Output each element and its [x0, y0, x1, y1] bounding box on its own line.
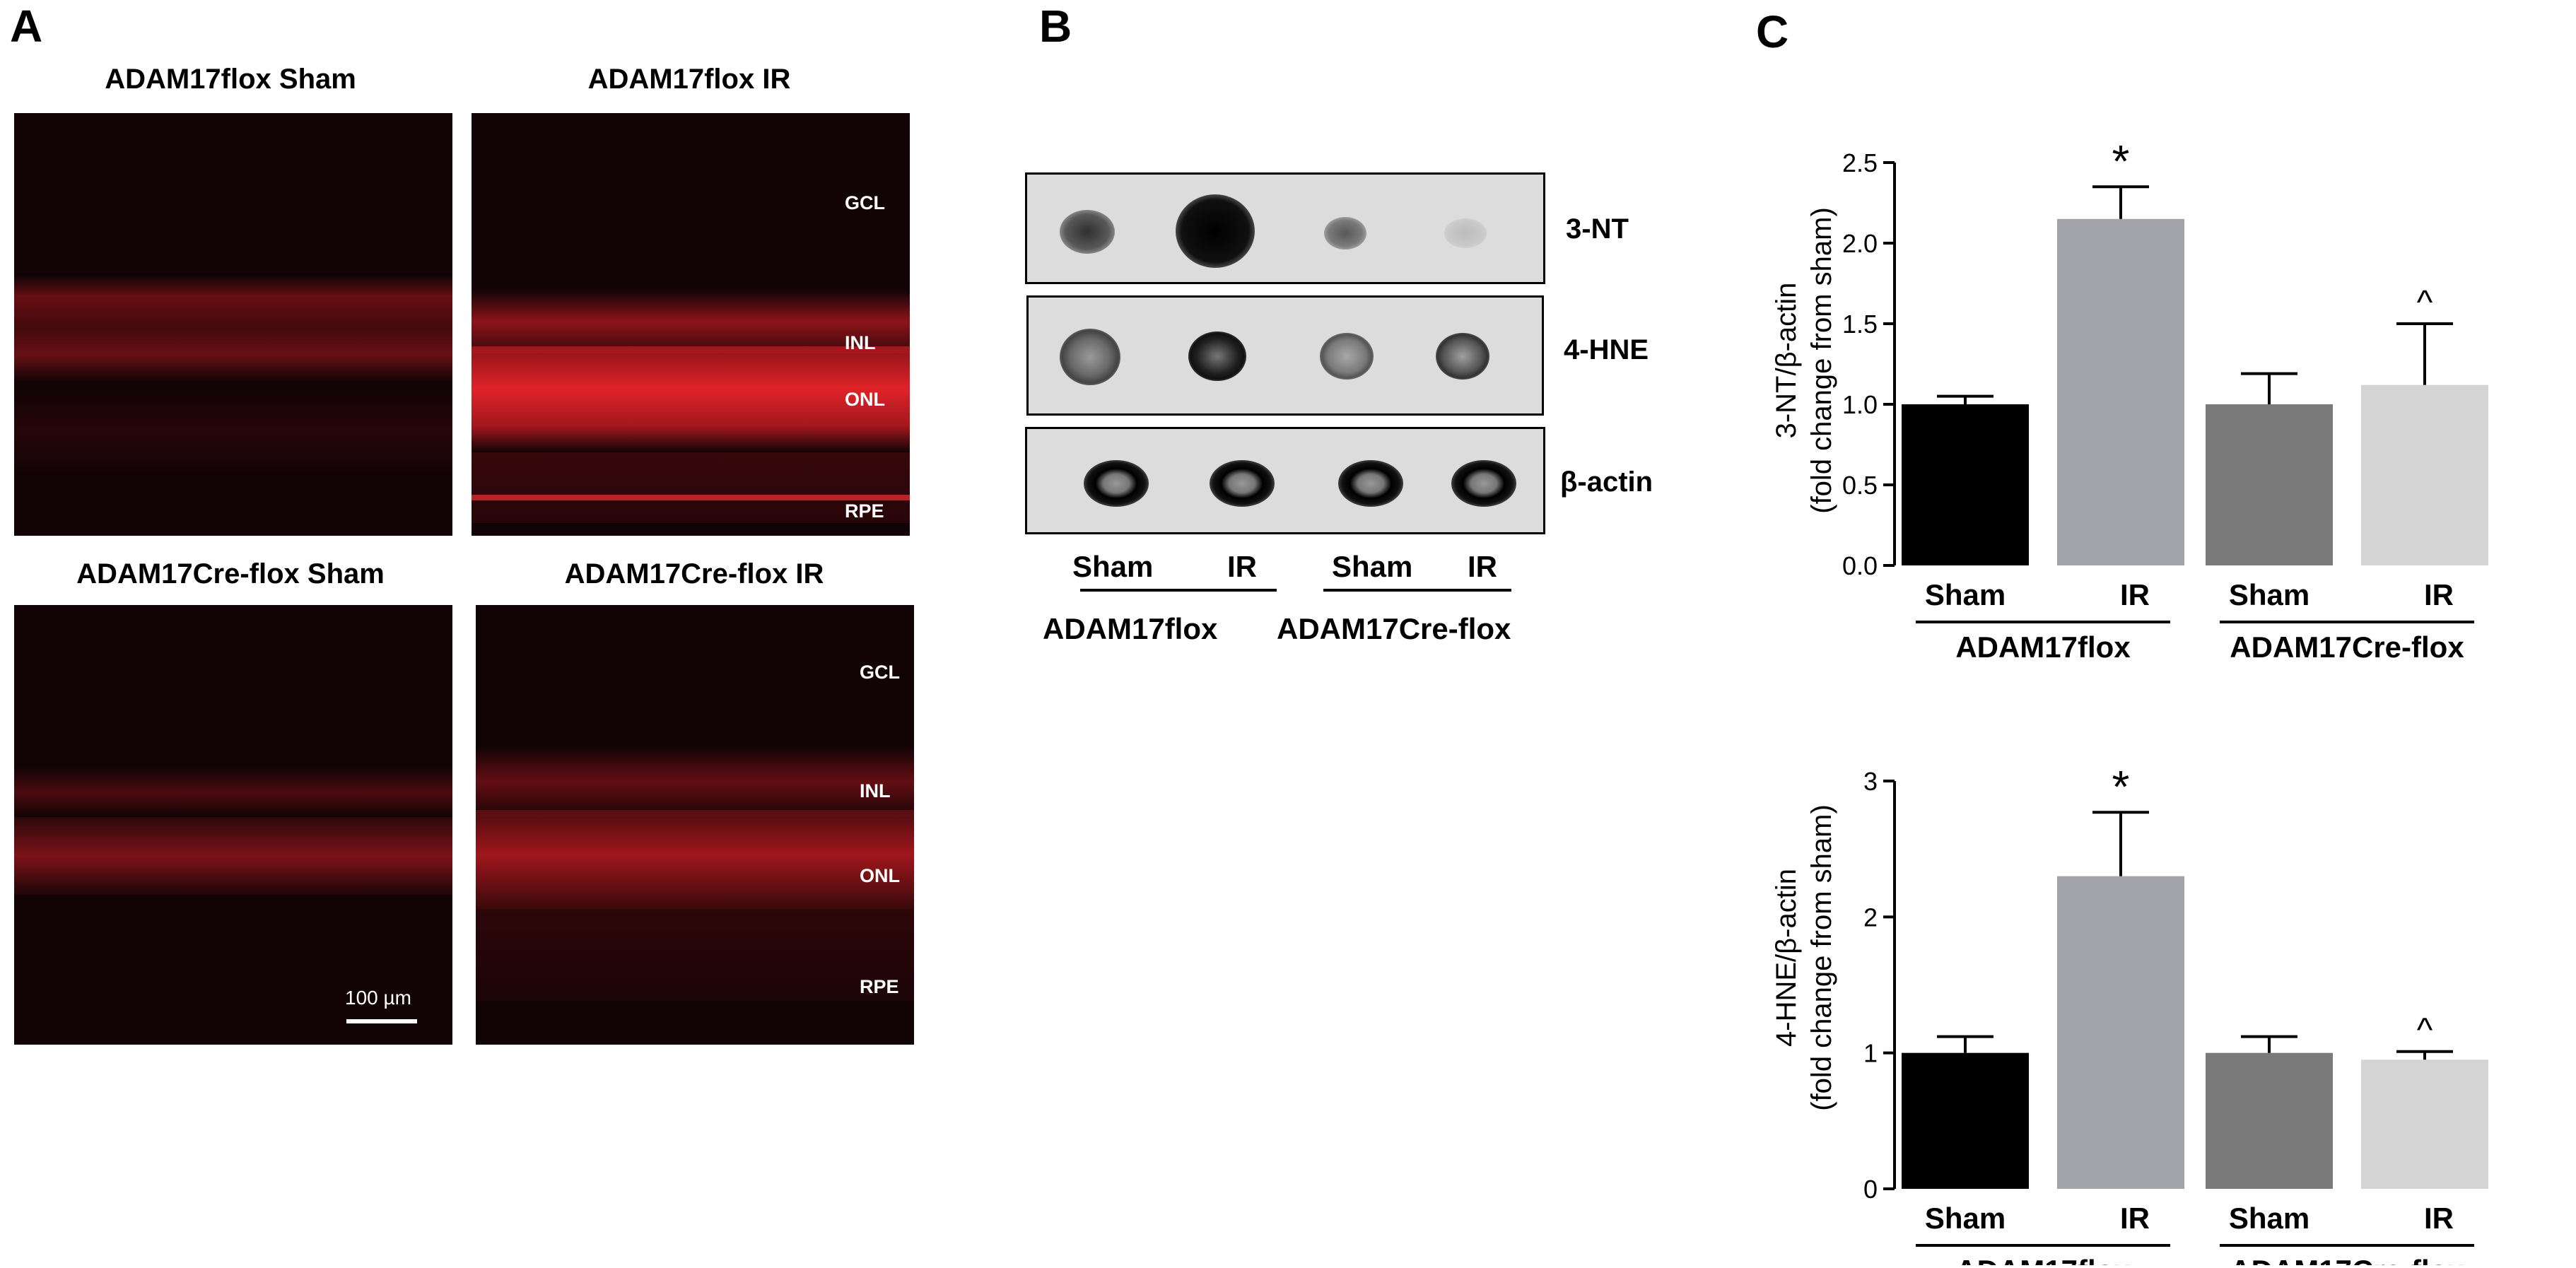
layer-label-onl: ONL: [845, 389, 885, 410]
panel-b-label: B: [1039, 1, 1072, 52]
blot-row-label-3nt: 3-NT: [1566, 213, 1629, 245]
y-tick-label: 2: [1863, 903, 1878, 932]
blot-4hne: [1026, 295, 1544, 416]
blot-group-line-creflox: [1323, 589, 1511, 592]
x-tick-label: Sham: [2229, 1202, 2309, 1235]
blot-group-creflox: ADAM17Cre-flox: [1277, 612, 1511, 645]
group-label: ADAM17flox: [1955, 630, 2131, 664]
bar: [2057, 218, 2184, 565]
chart-4hne-ylabel2: (fold change from sham): [1806, 804, 1837, 1111]
chart-4hne: 4-HNE/β-actin (fold change from sham) 0 1…: [1771, 761, 2488, 1265]
layer-label-gcl: GCL: [845, 192, 885, 213]
x-tick-label: Sham: [1925, 578, 2006, 611]
bar: [1902, 404, 2029, 565]
blot-row-label-beta-actin: β-actin: [1560, 466, 1653, 498]
group-label: ADAM17flox: [1955, 1254, 2131, 1265]
group-label: ADAM17Cre-flox: [2230, 1254, 2464, 1265]
layer-label-rpe: RPE: [860, 976, 899, 997]
blot-3nt: [1025, 172, 1545, 284]
x-tick-label: IR: [2424, 1202, 2454, 1235]
micrograph-creflox-sham: 100 µm: [14, 605, 452, 1045]
panel-a-label: A: [10, 1, 43, 52]
bar: [1902, 1052, 2029, 1189]
y-tick-label: 2.5: [1842, 148, 1878, 177]
bar: [2206, 1052, 2333, 1189]
micrograph-title-flox-ir: ADAM17flox IR: [587, 64, 791, 95]
chart-3nt-ylabel: 3-NT/β-actin: [1771, 283, 1802, 439]
micrograph-title-flox-sham: ADAM17flox Sham: [105, 64, 356, 95]
chart-3nt-ylabel2: (fold change from sham): [1806, 207, 1837, 514]
significance-marker: ^: [2417, 284, 2433, 322]
scale-bar: [346, 1019, 417, 1023]
blot-group-line-flox: [1080, 589, 1277, 592]
layer-label-inl: INL: [860, 780, 891, 802]
panel-c-label: C: [1756, 6, 1789, 57]
blot-lane-ir-2: IR: [1468, 550, 1497, 583]
chart-4hne-ylabel: 4-HNE/β-actin: [1771, 869, 1802, 1047]
layer-label-inl: INL: [845, 332, 876, 353]
blot-lane-sham-1: Sham: [1072, 550, 1154, 583]
significance-marker: *: [2112, 761, 2130, 812]
bar: [2361, 384, 2488, 565]
x-tick-label: Sham: [1925, 1202, 2006, 1235]
y-tick-label: 3: [1863, 767, 1878, 796]
group-label: ADAM17Cre-flox: [2230, 630, 2464, 664]
chart-3nt: 3-NT/β-actin (fold change from sham) 0.0…: [1771, 136, 2488, 664]
y-tick-label: 0.0: [1842, 551, 1878, 580]
blot-beta-actin: [1025, 427, 1545, 534]
bar: [2057, 876, 2184, 1189]
bar: [2206, 404, 2333, 565]
blot-lane-sham-2: Sham: [1332, 550, 1413, 583]
micrograph-flox-sham: [14, 113, 452, 536]
x-tick-label: IR: [2424, 578, 2454, 611]
x-tick-label: Sham: [2229, 578, 2309, 611]
micrograph-creflox-ir: GCL INL ONL RPE: [476, 605, 914, 1045]
x-tick-label: IR: [2120, 578, 2150, 611]
y-tick-label: 1: [1863, 1039, 1878, 1068]
micrograph-flox-ir: GCL INL ONL RPE: [472, 113, 910, 536]
blot-row-label-4hne: 4-HNE: [1564, 334, 1649, 365]
layer-label-rpe: RPE: [845, 500, 884, 522]
y-tick-label: 1.5: [1842, 310, 1878, 339]
y-tick-label: 0.5: [1842, 471, 1878, 500]
layer-label-gcl: GCL: [860, 662, 900, 683]
bar: [2361, 1059, 2488, 1189]
y-tick-label: 1.0: [1842, 390, 1878, 419]
micrograph-title-creflox-ir: ADAM17Cre-flox IR: [564, 558, 824, 589]
significance-marker: *: [2112, 136, 2130, 187]
y-tick-label: 2.0: [1842, 229, 1878, 258]
y-tick-label: 0: [1863, 1175, 1878, 1204]
scale-bar-label: 100 µm: [345, 987, 411, 1009]
significance-marker: ^: [2417, 1012, 2433, 1050]
x-tick-label: IR: [2120, 1202, 2150, 1235]
micrograph-title-creflox-sham: ADAM17Cre-flox Sham: [76, 558, 385, 589]
blot-group-flox: ADAM17flox: [1043, 612, 1218, 645]
blot-lane-ir-1: IR: [1227, 550, 1257, 583]
layer-label-onl: ONL: [860, 865, 900, 886]
